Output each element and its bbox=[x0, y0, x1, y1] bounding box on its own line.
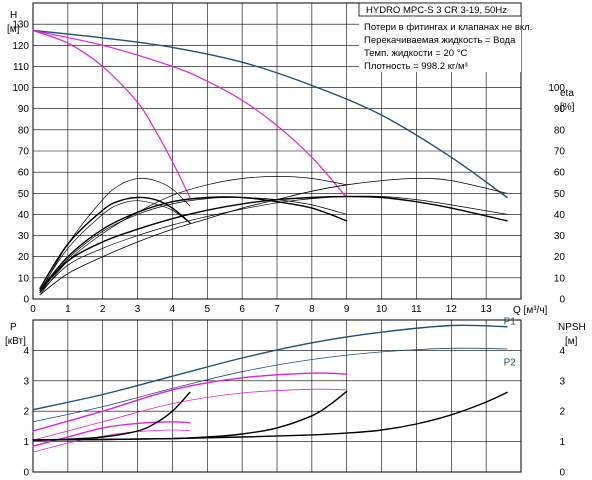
x-tick-label: 2 bbox=[100, 304, 106, 315]
note-line-3: Темп. жидкости = 20 °C bbox=[364, 48, 467, 59]
upper-y-right-tick-label: 30 bbox=[554, 231, 566, 242]
lower-y-right-tick-label: 4 bbox=[559, 346, 565, 357]
npsh-axis-label: NPSH bbox=[558, 322, 586, 333]
upper-y-right-tick-label: 20 bbox=[554, 252, 566, 263]
upper-series-line-8 bbox=[39, 197, 348, 294]
lower-y-left-tick-label: 1 bbox=[23, 437, 29, 448]
note-line-4: Плотность = 998.2 кг/м³ bbox=[364, 61, 468, 72]
upper-y-right-tick-label: 0 bbox=[559, 295, 565, 306]
lower-tick-labels: 0 1 2 3 4 0 1 2 3 4 bbox=[23, 346, 565, 479]
note-line-2: Перекачиваемая жидкость = Вода bbox=[364, 35, 516, 46]
power-axis-label: P bbox=[10, 322, 17, 333]
lower-y-left-tick-label: 3 bbox=[23, 376, 29, 387]
series-label-p1: P1 bbox=[504, 317, 517, 328]
lower-series-labels: P1 P2 bbox=[504, 317, 517, 369]
upper-y-right-tick-label: 60 bbox=[554, 168, 566, 179]
upper-y-left-tick-label: 120 bbox=[12, 41, 29, 52]
upper-y-left-tick-label: 90 bbox=[18, 104, 30, 115]
lower-y-right-tick-label: 3 bbox=[559, 376, 565, 387]
lower-y-left-tick-label: 2 bbox=[23, 407, 29, 418]
x-tick-label: 1 bbox=[65, 304, 71, 315]
x-tick-label: 10 bbox=[376, 304, 388, 315]
upper-y-left-tick-label: 70 bbox=[18, 147, 30, 158]
upper-y-left-tick-label: 30 bbox=[18, 231, 30, 242]
upper-y-left-tick-label: 40 bbox=[18, 210, 30, 221]
note-line-1: Потери в фитингах и клапанах не вкл. bbox=[364, 22, 532, 33]
upper-y-left-tick-label: 100 bbox=[12, 83, 29, 94]
x-axis-label: Q [м³/ч] bbox=[513, 305, 548, 316]
upper-y-right-tick-label: 80 bbox=[554, 125, 566, 136]
lower-curves bbox=[32, 324, 508, 453]
lower-series-line-1 bbox=[32, 347, 508, 423]
upper-y-left-tick-label: 110 bbox=[13, 62, 29, 73]
upper-series-line-0 bbox=[32, 29, 508, 199]
upper-series-line-7 bbox=[39, 176, 348, 296]
upper-y-left-tick-label: 20 bbox=[18, 252, 30, 263]
upper-series-line-1 bbox=[32, 29, 348, 199]
x-tick-label: 9 bbox=[344, 304, 350, 315]
upper-curves bbox=[32, 29, 508, 296]
lower-series-line-3 bbox=[32, 388, 348, 441]
upper-series-line-5 bbox=[39, 195, 508, 294]
upper-series-line-10 bbox=[39, 177, 191, 294]
x-tick-label: 11 bbox=[411, 304, 422, 315]
upper-y-right-tick-label: 50 bbox=[554, 189, 566, 200]
upper-y-right-tick-label: 10 bbox=[554, 273, 566, 284]
upper-y-left-tick-label: 50 bbox=[18, 189, 30, 200]
x-tick-label: 13 bbox=[481, 304, 493, 315]
title-box bbox=[358, 2, 522, 17]
lower-y-right-tick-label: 0 bbox=[559, 468, 565, 479]
x-tick-label: 12 bbox=[446, 304, 458, 315]
lower-series-line-0 bbox=[32, 324, 508, 411]
power-axis-unit: [кВт] bbox=[5, 336, 26, 347]
lower-y-right-tick-label: 1 bbox=[559, 437, 565, 448]
upper-y-right-tick-label: 70 bbox=[554, 147, 566, 158]
lower-series-line-4 bbox=[32, 421, 191, 447]
upper-series-line-6 bbox=[39, 196, 348, 292]
lower-y-right-tick-label: 2 bbox=[559, 407, 565, 418]
upper-y-left-tick-label: 10 bbox=[18, 273, 30, 284]
upper-y-left-tick-label: 80 bbox=[18, 125, 30, 136]
upper-tick-labels: 0102030405060708090100110120130010203040… bbox=[12, 20, 565, 315]
upper-series-line-2 bbox=[32, 29, 191, 199]
upper-series-line-9 bbox=[39, 196, 191, 290]
lower-series-line-5 bbox=[32, 429, 191, 453]
x-tick-label: 0 bbox=[30, 304, 36, 315]
x-tick-label: 3 bbox=[135, 304, 141, 315]
upper-y-left-tick-label: 130 bbox=[12, 20, 29, 31]
y-left-label: H bbox=[10, 10, 17, 21]
y-left-unit: [м] bbox=[7, 24, 20, 35]
lower-series-line-8 bbox=[32, 391, 191, 441]
upper-series-line-11 bbox=[39, 200, 191, 291]
y-right-label: eta bbox=[560, 88, 574, 99]
lower-series-line-7 bbox=[32, 390, 348, 441]
x-tick-label: 4 bbox=[170, 304, 176, 315]
x-tick-label: 7 bbox=[274, 304, 280, 315]
series-label-p2: P2 bbox=[504, 358, 517, 369]
lower-series-line-6 bbox=[32, 391, 508, 441]
lower-series-line-2 bbox=[32, 372, 348, 432]
x-tick-label: 6 bbox=[239, 304, 245, 315]
upper-y-right-tick-label: 90 bbox=[554, 104, 566, 115]
upper-series-line-4 bbox=[39, 178, 508, 296]
upper-y-right-tick-label: 100 bbox=[548, 83, 565, 94]
upper-series-line-3 bbox=[39, 195, 508, 292]
lower-y-left-tick-label: 0 bbox=[23, 468, 29, 479]
upper-y-right-tick-label: 40 bbox=[554, 210, 566, 221]
upper-y-left-tick-label: 60 bbox=[18, 168, 30, 179]
x-tick-label: 8 bbox=[309, 304, 315, 315]
npsh-axis-unit: [м] bbox=[565, 336, 578, 347]
lower-grid bbox=[33, 320, 521, 472]
x-tick-label: 5 bbox=[205, 304, 211, 315]
lower-y-left-tick-label: 4 bbox=[23, 346, 29, 357]
chart-title: HYDRO MPC-S 3 CR 3-19, 50Hz bbox=[366, 5, 507, 16]
y-right-unit: [%] bbox=[560, 102, 575, 113]
upper-y-left-tick-label: 0 bbox=[23, 295, 29, 306]
